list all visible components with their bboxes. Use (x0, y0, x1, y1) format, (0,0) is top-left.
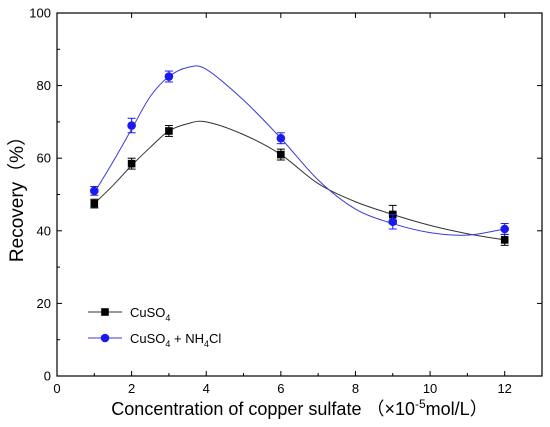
x-tick-label: 6 (277, 381, 284, 396)
y-tick-label: 40 (37, 223, 51, 238)
data-point-circle (500, 224, 509, 234)
data-point-square (500, 236, 509, 244)
y-tick-label: 80 (37, 78, 51, 93)
series-line-0 (93, 120, 505, 241)
x-tick-label: 0 (53, 381, 60, 396)
data-point-circle (164, 72, 174, 81)
data-point-square (127, 159, 136, 168)
data-point-square (90, 199, 99, 208)
y-tick-label: 100 (29, 6, 51, 21)
x-tick-label: 12 (497, 381, 511, 396)
x-tick-label: 10 (423, 381, 437, 396)
series-line-1 (93, 65, 505, 236)
x-tick-label: 8 (352, 381, 359, 396)
legend-label: CuSO4 + NH4Cl (130, 331, 221, 349)
data-point-circle (276, 133, 286, 143)
legend-marker-circle (100, 333, 110, 343)
x-axis-label: Concentration of copper sulfate （×10-5mo… (111, 397, 487, 419)
y-tick-label: 60 (37, 151, 51, 166)
data-point-circle (388, 217, 398, 227)
data-point-circle (90, 186, 99, 196)
data-point-square (277, 150, 285, 159)
plot-frame (56, 12, 543, 377)
data-point-circle (127, 121, 136, 130)
x-tick-label: 4 (203, 381, 210, 396)
legend-marker-square (101, 308, 109, 316)
y-tick-label: 0 (44, 369, 51, 384)
y-tick-label: 20 (37, 296, 51, 311)
data-point-square (165, 127, 173, 135)
y-axis-label: Recovery（%） (6, 127, 28, 262)
legend-label: CuSO4 (130, 305, 170, 323)
x-tick-label: 2 (128, 381, 135, 396)
